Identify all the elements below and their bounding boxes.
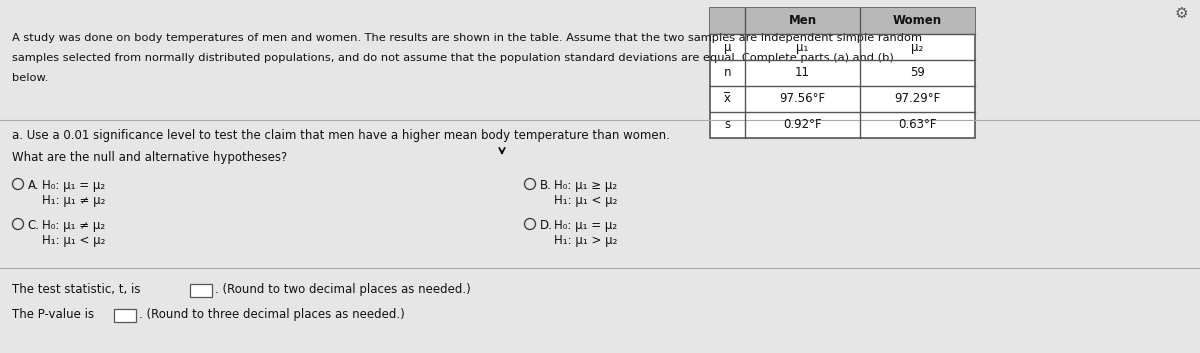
Text: s: s xyxy=(725,119,731,132)
Text: 0.92°F: 0.92°F xyxy=(784,119,822,132)
Text: . (Round to three decimal places as needed.): . (Round to three decimal places as need… xyxy=(139,308,404,321)
Text: A study was done on body temperatures of men and women. The results are shown in: A study was done on body temperatures of… xyxy=(12,33,922,43)
Text: H₀: μ₁ ≥ μ₂: H₀: μ₁ ≥ μ₂ xyxy=(553,179,617,192)
Text: C.: C. xyxy=(28,219,40,232)
Text: . (Round to two decimal places as needed.): . (Round to two decimal places as needed… xyxy=(215,283,470,296)
Text: ⚙: ⚙ xyxy=(1175,6,1188,21)
Text: H₀: μ₁ = μ₂: H₀: μ₁ = μ₂ xyxy=(42,179,104,192)
Text: H₁: μ₁ < μ₂: H₁: μ₁ < μ₂ xyxy=(42,234,104,247)
Text: 97.56°F: 97.56°F xyxy=(780,92,826,106)
Text: Women: Women xyxy=(893,14,942,28)
Text: 0.63°F: 0.63°F xyxy=(899,119,937,132)
Text: H₁: μ₁ > μ₂: H₁: μ₁ > μ₂ xyxy=(553,234,617,247)
Bar xyxy=(190,284,212,297)
Text: The test statistic, t, is: The test statistic, t, is xyxy=(12,283,140,296)
Bar xyxy=(710,8,974,138)
Text: 11: 11 xyxy=(796,66,810,79)
Text: μ: μ xyxy=(724,41,731,54)
Text: A.: A. xyxy=(28,179,38,192)
Text: H₁: μ₁ < μ₂: H₁: μ₁ < μ₂ xyxy=(553,194,617,207)
Text: 97.29°F: 97.29°F xyxy=(894,92,941,106)
Text: The P-value is: The P-value is xyxy=(12,308,94,321)
Text: H₁: μ₁ ≠ μ₂: H₁: μ₁ ≠ μ₂ xyxy=(42,194,104,207)
Text: Men: Men xyxy=(788,14,816,28)
Text: samples selected from normally distributed populations, and do not assume that t: samples selected from normally distribut… xyxy=(12,53,894,63)
Text: μ₁: μ₁ xyxy=(797,41,809,54)
Bar xyxy=(710,8,974,34)
Text: H₀: μ₁ ≠ μ₂: H₀: μ₁ ≠ μ₂ xyxy=(42,219,104,232)
Text: What are the null and alternative hypotheses?: What are the null and alternative hypoth… xyxy=(12,151,287,164)
Text: x̅: x̅ xyxy=(724,92,731,106)
Text: H₀: μ₁ = μ₂: H₀: μ₁ = μ₂ xyxy=(553,219,617,232)
Bar xyxy=(114,309,136,322)
Text: n: n xyxy=(724,66,731,79)
Text: below.: below. xyxy=(12,73,48,83)
Text: 59: 59 xyxy=(910,66,925,79)
Text: D.: D. xyxy=(540,219,552,232)
Text: B.: B. xyxy=(540,179,551,192)
Text: μ₂: μ₂ xyxy=(911,41,924,54)
Text: a. Use a 0.01 significance level to test the claim that men have a higher mean b: a. Use a 0.01 significance level to test… xyxy=(12,128,670,142)
